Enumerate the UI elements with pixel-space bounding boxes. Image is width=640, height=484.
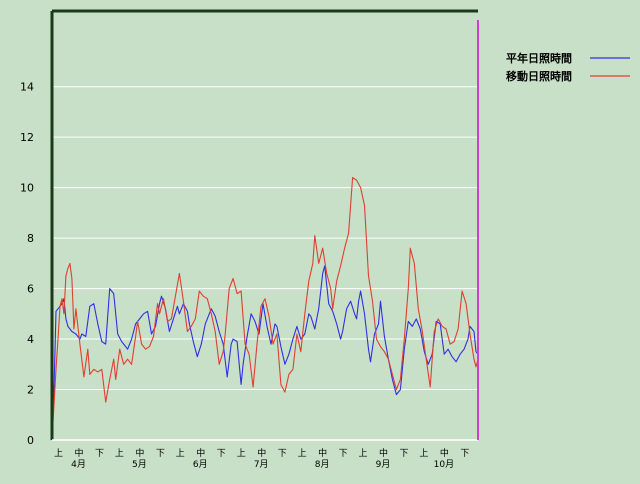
grid-lines <box>52 86 478 391</box>
x-period-label: 上 <box>115 448 124 459</box>
x-period-label: 下 <box>217 449 226 459</box>
x-period-label: 上 <box>419 448 428 459</box>
x-period-label: 下 <box>278 449 287 459</box>
x-axis-ticks: 上中下4月上中下5月上中下6月上中下7月上中下8月上中下9月上中下10月 <box>54 447 469 470</box>
y-tick-label: 4 <box>27 333 34 346</box>
x-period-label: 下 <box>339 449 348 459</box>
series-line-1 <box>51 265 479 441</box>
x-period-label: 下 <box>460 449 469 459</box>
y-tick-label: 0 <box>27 434 34 447</box>
y-tick-label: 8 <box>27 232 34 245</box>
x-month-label: 6月 <box>193 459 208 470</box>
y-tick-label: 10 <box>20 182 34 195</box>
x-period-label: 上 <box>54 448 63 459</box>
x-month-label: 5月 <box>132 459 147 470</box>
y-axis-ticks: 0 2 4 6 8 10 12 14 <box>20 81 34 447</box>
x-period-label: 上 <box>298 448 307 459</box>
x-period-label: 中 <box>318 447 327 459</box>
x-month-label: 4月 <box>71 459 86 470</box>
x-month-label: 7月 <box>254 459 269 470</box>
y-tick-label: 12 <box>20 131 34 144</box>
x-period-label: 中 <box>257 447 266 459</box>
x-month-label: 8月 <box>315 459 330 470</box>
x-period-label: 上 <box>176 448 185 459</box>
x-period-label: 中 <box>196 447 205 459</box>
legend-label: 平年日照時間 <box>506 51 572 65</box>
legend-label: 移動日照時間 <box>506 69 572 83</box>
x-month-label: 10月 <box>434 459 454 470</box>
y-tick-label: 6 <box>27 283 34 296</box>
x-period-label: 中 <box>135 447 144 459</box>
x-period-label: 中 <box>440 447 449 459</box>
series-lines <box>51 177 479 441</box>
axes <box>50 9 479 441</box>
x-period-label: 下 <box>156 449 165 459</box>
x-period-label: 上 <box>358 448 367 459</box>
x-month-label: 9月 <box>376 459 391 470</box>
series-line-2 <box>51 177 479 441</box>
y-tick-label: 14 <box>20 81 34 94</box>
x-period-label: 上 <box>237 448 246 459</box>
x-period-label: 下 <box>399 449 408 459</box>
x-period-label: 中 <box>379 447 388 459</box>
x-period-label: 下 <box>95 449 104 459</box>
y-tick-label: 2 <box>27 384 34 397</box>
x-period-label: 中 <box>74 447 83 459</box>
